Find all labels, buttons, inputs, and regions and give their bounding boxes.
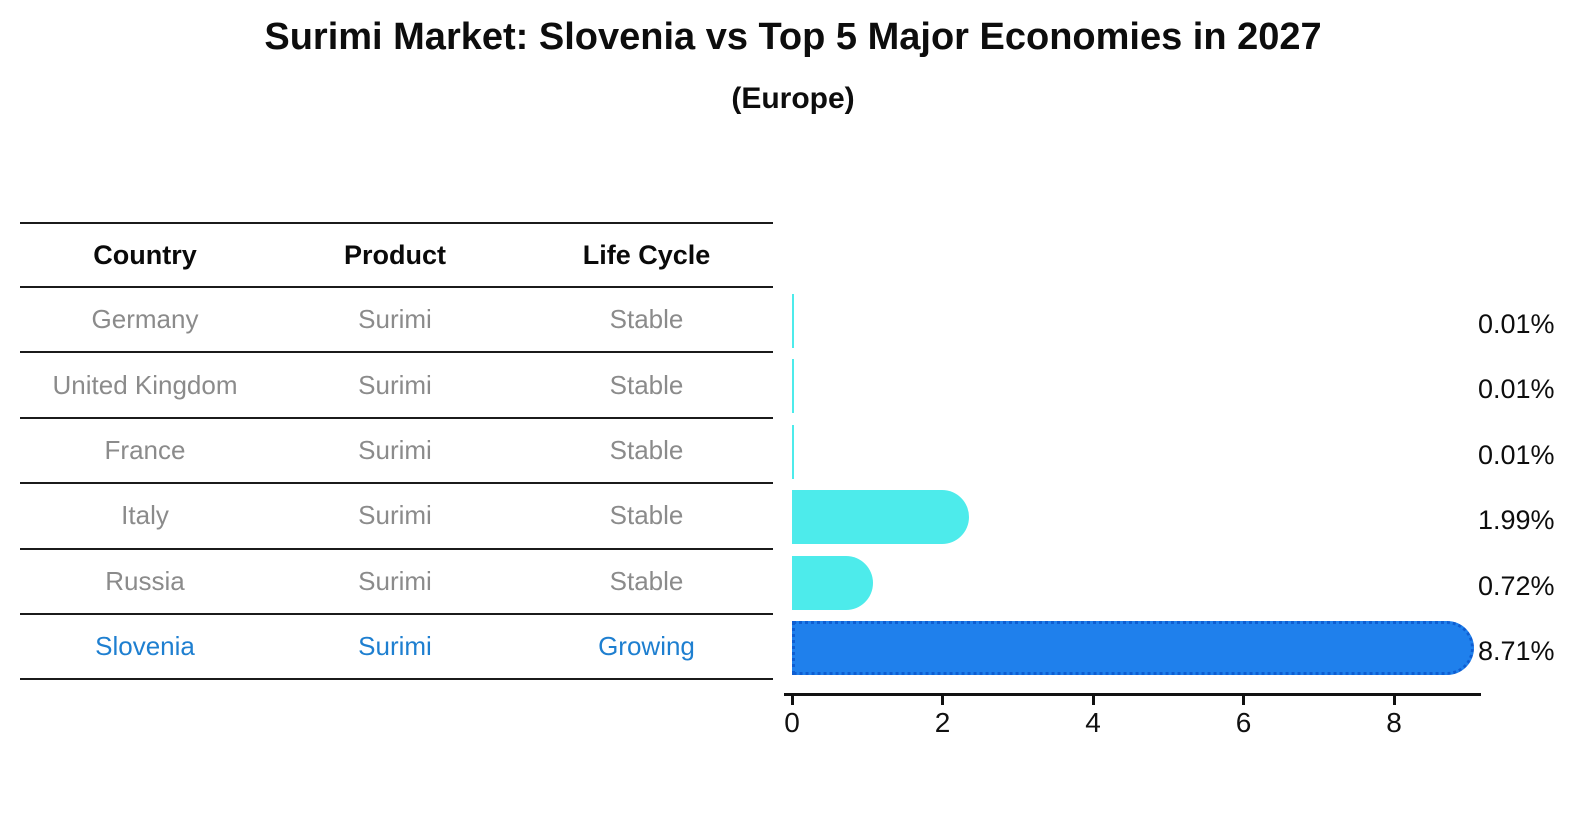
cell-product: Surimi <box>358 304 432 335</box>
cell-country: Germany <box>91 304 199 335</box>
x-tick-mark-6 <box>1242 696 1245 705</box>
table-row: France Surimi Stable <box>20 419 773 485</box>
cell-life-cycle: Stable <box>609 500 684 531</box>
x-tick-mark-4 <box>1091 696 1095 705</box>
bar-united-kingdom <box>792 359 794 414</box>
column-header-life-cycle: Life Cycle <box>582 239 711 270</box>
cell-country: Italy <box>121 500 169 531</box>
value-label-france: 0.01% <box>1478 439 1555 470</box>
cell-product: Surimi <box>358 434 432 465</box>
x-tick-label-6: 6 <box>1235 707 1252 738</box>
cell-life-cycle: Stable <box>609 369 684 400</box>
cell-country: Slovenia <box>95 631 195 662</box>
cell-product: Surimi <box>358 631 432 662</box>
bar-germany <box>792 294 794 348</box>
chart-title: Surimi Market: Slovenia vs Top 5 Major E… <box>264 16 1322 58</box>
x-tick-mark-8 <box>1392 696 1396 705</box>
value-label-russia: 0.72% <box>1478 570 1555 601</box>
value-label-italy: 1.99% <box>1478 505 1555 536</box>
value-label-united-kingdom: 0.01% <box>1478 374 1555 405</box>
x-tick-label-8: 8 <box>1386 707 1402 738</box>
table-row: Slovenia Surimi Growing <box>20 615 773 681</box>
x-tick-label-2: 2 <box>934 707 951 738</box>
table-row: United Kingdom Surimi Stable <box>20 353 773 419</box>
cell-life-cycle: Stable <box>609 565 684 596</box>
x-tick-mark-2 <box>941 696 944 705</box>
cell-life-cycle: Stable <box>609 304 684 335</box>
x-axis-line <box>784 693 1481 696</box>
table-row: Italy Surimi Stable <box>20 484 773 550</box>
x-tick-label-0: 0 <box>784 707 800 738</box>
value-label-slovenia: 8.71% <box>1478 636 1555 666</box>
table-row: Germany Surimi Stable <box>20 288 773 354</box>
cell-product: Surimi <box>358 500 432 531</box>
cell-life-cycle: Stable <box>609 434 684 465</box>
table-row: Russia Surimi Stable <box>20 550 773 615</box>
table-body: Germany Surimi Stable United Kingdom Sur… <box>20 288 773 681</box>
cell-country: France <box>104 434 186 465</box>
cell-life-cycle: Growing <box>598 631 695 662</box>
bar-slovenia <box>792 621 1475 675</box>
bar-italy <box>792 490 969 545</box>
bar-russia <box>792 555 874 610</box>
cell-product: Surimi <box>358 565 432 596</box>
cell-product: Surimi <box>358 369 432 400</box>
x-tick-mark-0 <box>790 696 794 705</box>
cell-country: United Kingdom <box>52 369 238 400</box>
country-table: Country Product Life Cycle Germany Surim… <box>20 222 773 681</box>
cell-country: Russia <box>105 565 185 596</box>
bar-france <box>792 424 794 479</box>
value-label-germany: 0.01% <box>1478 309 1555 339</box>
column-header-country: Country <box>93 239 197 270</box>
table-header-row: Country Product Life Cycle <box>20 224 773 288</box>
chart-subtitle: (Europe) <box>731 82 855 115</box>
x-tick-label-4: 4 <box>1085 707 1101 738</box>
column-header-product: Product <box>343 239 446 270</box>
